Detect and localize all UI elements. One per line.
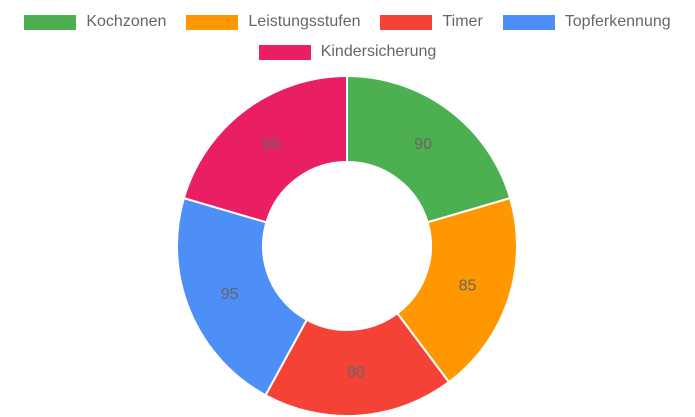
slice-kindersicherung[interactable] [182, 74, 348, 224]
legend-item-timer[interactable]: Timer [380, 13, 483, 31]
legend-item-leistungsstufen[interactable]: Leistungsstufen [186, 13, 360, 31]
legend-swatch-timer [380, 14, 433, 30]
chart-legend: Kochzonen Leistungsstufen Timer Topferke… [0, 0, 695, 63]
slice-topferkennung[interactable] [176, 196, 309, 397]
legend-label-kindersicherung: Kindersicherung [320, 43, 437, 60]
legend-swatch-kindersicherung [258, 44, 311, 60]
slice-timer[interactable] [264, 311, 451, 417]
slice-value-label-kochzonen: 90 [414, 136, 432, 153]
slice-value-label-leistungsstufen: 85 [459, 278, 477, 295]
legend-item-topferkennung[interactable]: Topferkennung [502, 13, 671, 31]
donut-labels: 90 85 80 95 90 [221, 136, 477, 381]
legend-swatch-kochzonen [24, 14, 77, 30]
legend-swatch-leistungsstufen [186, 14, 239, 30]
legend-row-1: Kochzonen Leistungsstufen Timer Topferke… [0, 11, 695, 33]
slice-value-label-kindersicherung: 90 [262, 136, 280, 153]
slice-value-label-timer: 80 [347, 364, 365, 381]
slice-value-label-topferkennung: 95 [221, 286, 239, 303]
donut-slices [176, 74, 518, 417]
slice-leistungsstufen[interactable] [395, 196, 518, 384]
legend-label-kochzonen: Kochzonen [86, 13, 167, 30]
legend-swatch-topferkennung [502, 14, 555, 30]
slice-kochzonen[interactable] [346, 74, 512, 224]
legend-label-leistungsstufen: Leistungsstufen [248, 13, 361, 30]
legend-label-timer: Timer [442, 13, 483, 30]
legend-item-kindersicherung[interactable]: Kindersicherung [258, 43, 437, 61]
legend-row-2: Kindersicherung [0, 41, 695, 63]
legend-item-kochzonen[interactable]: Kochzonen [24, 13, 166, 31]
legend-label-topferkennung: Topferkennung [564, 13, 671, 30]
